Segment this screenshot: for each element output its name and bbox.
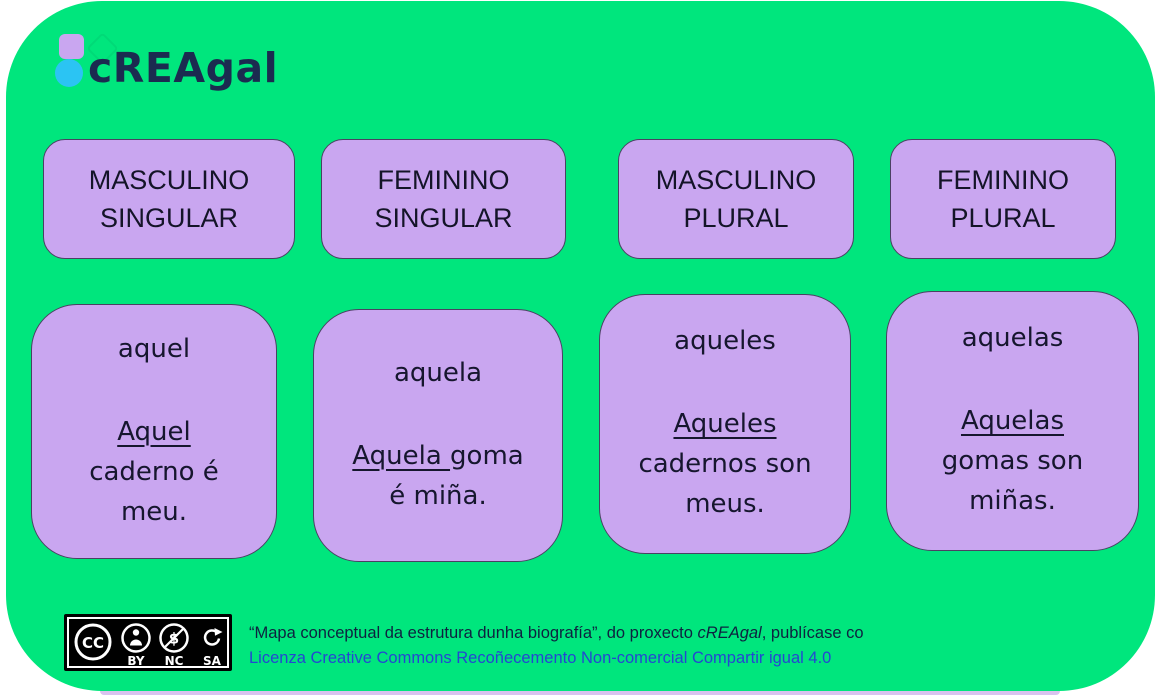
- creagal-logo: cREAgal: [55, 32, 375, 95]
- nc-label: NC: [165, 654, 184, 668]
- sa-label: SA: [203, 654, 222, 668]
- header-masculino-plural: MASCULINO PLURAL: [618, 139, 854, 259]
- sentence-rest: caderno é meu.: [89, 456, 219, 527]
- underlined-demonstrative: Aquela: [352, 440, 451, 471]
- example-sentence: Aquel caderno é meu.: [89, 412, 219, 532]
- sentence-rest: goma é miña.: [389, 440, 524, 511]
- logo-circle-icon: [55, 59, 83, 87]
- example-sentence: Aqueles cadernos son meus.: [638, 404, 811, 524]
- card-masculino-singular: aquel Aquel caderno é meu.: [31, 304, 277, 559]
- card-masculino-plural: aqueles Aqueles cadernos son meus.: [599, 294, 851, 554]
- badge-inner-frame: [67, 617, 229, 668]
- nc-dollar-icon: $: [159, 623, 189, 653]
- cc-by-nc-sa-badge: CC $ BY NC SA: [64, 614, 232, 671]
- demonstrative-word: aquela: [393, 357, 483, 388]
- demonstrative-word: aquel: [117, 333, 191, 364]
- attribution-pre: “Mapa conceptual da estrutura dunha biog…: [249, 624, 698, 642]
- attribution-post: , publícase co: [761, 624, 864, 642]
- license-link[interactable]: Licenza Creative Commons Recoñecemento N…: [249, 649, 832, 667]
- header-masculino-singular: MASCULINO SINGULAR: [43, 139, 295, 259]
- underlined-demonstrative: Aqueles: [673, 409, 777, 439]
- by-person-icon: [121, 623, 151, 653]
- sentence-rest: cadernos son meus.: [638, 449, 812, 519]
- attribution-text: “Mapa conceptual da estrutura dunha biog…: [249, 621, 929, 671]
- by-label: BY: [127, 654, 144, 668]
- underlined-demonstrative: Aquel: [117, 416, 191, 447]
- sentence-rest: gomas son miñas.: [941, 446, 1084, 516]
- demonstrative-word: aquelas: [961, 323, 1064, 353]
- sa-arrow-icon: [203, 628, 223, 646]
- logo-wordmark: cREAgal: [88, 44, 279, 92]
- underlined-demonstrative: Aquelas: [960, 406, 1064, 436]
- header-feminino-singular: FEMININO SINGULAR: [321, 139, 566, 259]
- green-board: cREAgal MASCULINO SINGULAR FEMININO SING…: [6, 1, 1155, 691]
- next-slide-peek-strip: [100, 687, 1060, 695]
- logo-square-icon: [59, 34, 84, 59]
- demonstrative-word: aqueles: [674, 326, 776, 356]
- svg-text:CC: CC: [82, 634, 104, 652]
- header-feminino-plural: FEMININO PLURAL: [890, 139, 1116, 259]
- example-sentence: Aquela goma é miña.: [352, 436, 523, 516]
- attribution-brand: cREAgal: [697, 624, 762, 642]
- cc-icon: CC: [74, 623, 112, 661]
- card-feminino-singular: aquela Aquela goma é miña.: [313, 309, 563, 562]
- example-sentence: Aquelas gomas son miñas.: [942, 401, 1083, 521]
- attribution-line1: “Mapa conceptual da estrutura dunha biog…: [249, 621, 929, 646]
- card-feminino-plural: aquelas Aquelas gomas son miñas.: [886, 291, 1139, 551]
